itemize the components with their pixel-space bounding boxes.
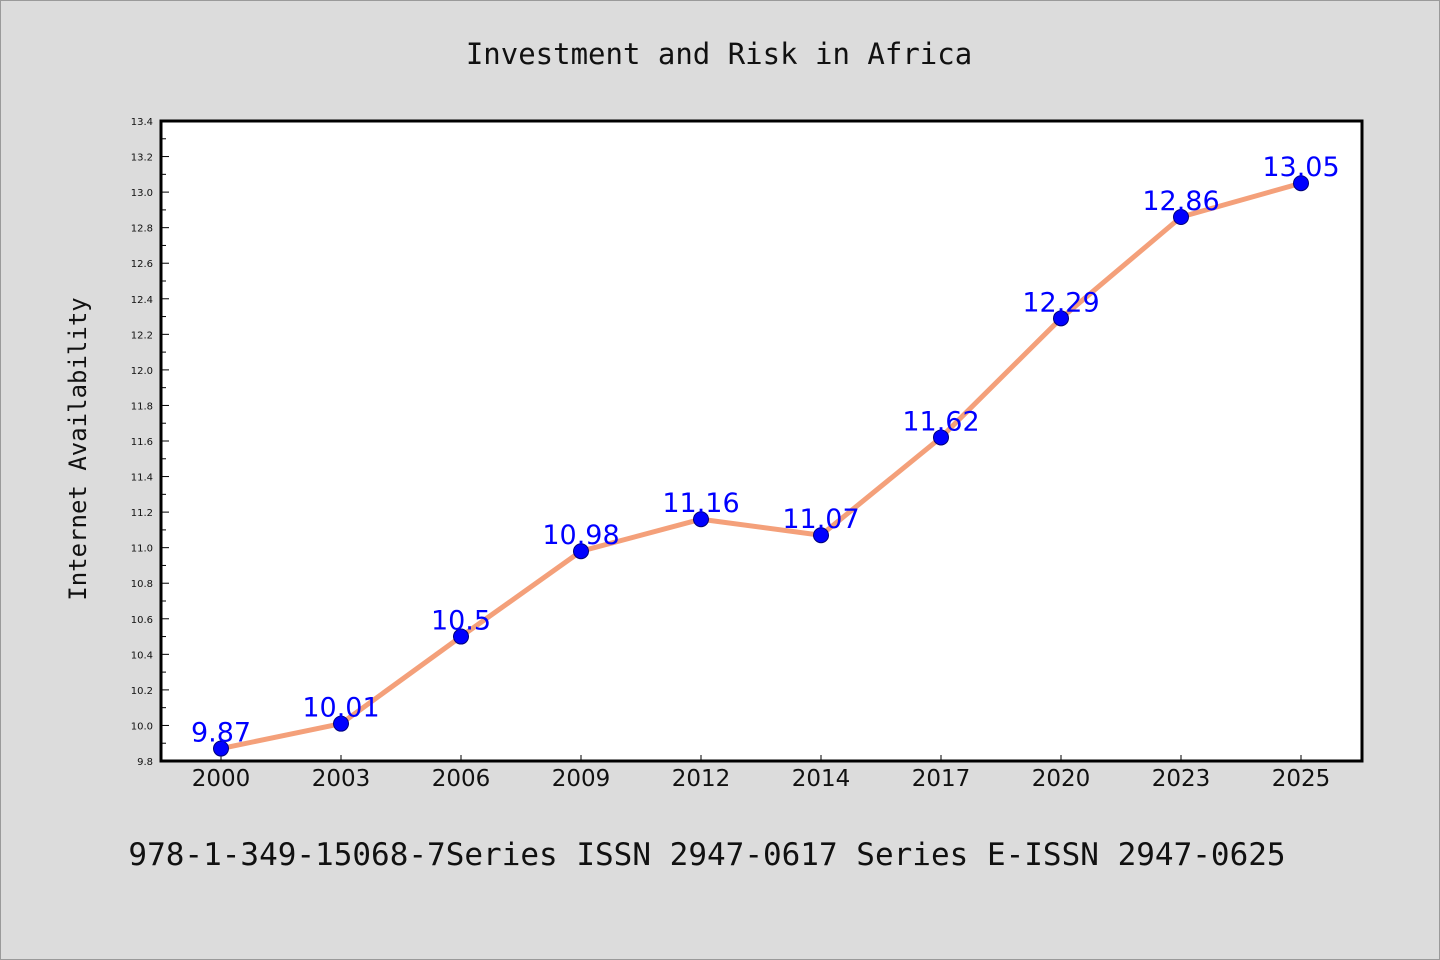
- x-tick-label: 2000: [192, 766, 251, 792]
- x-tick-label: 2023: [1152, 766, 1211, 792]
- data-label: 10.98: [542, 520, 619, 551]
- y-tick-label: 10.2: [131, 686, 153, 697]
- data-label: 13.05: [1262, 152, 1339, 183]
- data-label: 9.87: [191, 718, 251, 749]
- y-tick-label: 12.6: [131, 259, 153, 270]
- y-tick-label: 13.4: [131, 117, 153, 128]
- y-tick-label: 11.2: [131, 508, 153, 519]
- data-point: [693, 511, 709, 528]
- y-axis: 9.8 10.0 10.2 10.4 10.6 10.8 11.0 11.2 11.4 11.6 1…: [131, 117, 169, 768]
- y-tick-label: 11.8: [131, 401, 153, 412]
- data-point: [213, 740, 229, 757]
- x-tick-label: 2006: [432, 766, 491, 792]
- x-tick-label: 2020: [1032, 766, 1091, 792]
- y-axis-label: Internet Availability: [64, 297, 92, 600]
- data-point: [573, 543, 589, 560]
- series-line-layer: [218, 180, 1304, 752]
- x-axis: 2000 2003 2006 2009 2012 2014 2017 2020 2023 2025: [192, 755, 1331, 792]
- data-point: [453, 628, 469, 645]
- x-tick-label: 2009: [552, 766, 611, 792]
- y-tick-label: 12.4: [131, 295, 153, 306]
- data-point: [1173, 209, 1189, 225]
- data-point: [813, 527, 829, 544]
- x-tick-label: 2014: [792, 766, 851, 792]
- data-point: [1293, 175, 1309, 192]
- x-tick-label: 2025: [1272, 766, 1331, 792]
- data-points-layer: [213, 175, 1309, 757]
- x-tick-label: 2017: [912, 766, 971, 792]
- y-tick-label: 12.0: [131, 366, 153, 377]
- y-tick-label: 11.0: [131, 544, 153, 555]
- y-tick-label: 10.6: [131, 615, 153, 626]
- data-label: 12.29: [1022, 287, 1099, 318]
- y-tick-label: 12.8: [131, 224, 153, 235]
- y-tick-label: 9.8: [137, 757, 153, 768]
- footer-isbn-text: 978-1-349-15068-7Series ISSN 2947-0617 S…: [128, 837, 1285, 873]
- y-tick-label: 10.0: [131, 721, 153, 732]
- y-tick-label: 13.0: [131, 188, 153, 199]
- data-label: 12.86: [1142, 186, 1219, 217]
- data-point: [933, 429, 949, 446]
- y-tick-label: 13.2: [131, 153, 153, 164]
- data-point: [333, 715, 349, 732]
- data-point: [1053, 310, 1069, 327]
- data-label: 10.5: [431, 606, 491, 637]
- y-tick-label: 11.4: [131, 473, 153, 484]
- y-tick-label: 11.6: [131, 437, 153, 448]
- y-tick-label: 12.2: [131, 330, 153, 341]
- data-label: 11.62: [902, 406, 979, 437]
- chart-title: Investment and Risk in Africa: [466, 37, 972, 71]
- x-tick-label: 2003: [312, 766, 371, 792]
- data-label: 11.07: [782, 504, 859, 535]
- y-tick-label: 10.8: [131, 579, 153, 590]
- data-label: 11.16: [662, 488, 739, 519]
- plot-area: [159, 119, 1364, 763]
- series-line: [218, 180, 1304, 752]
- data-label: 10.01: [302, 693, 379, 724]
- data-labels-layer: 9.87 10.01 10.5 10.98 11.16 11.07 11.62 12.29 12…: [191, 152, 1340, 748]
- y-tick-label: 10.4: [131, 650, 153, 661]
- x-tick-label: 2012: [672, 766, 731, 792]
